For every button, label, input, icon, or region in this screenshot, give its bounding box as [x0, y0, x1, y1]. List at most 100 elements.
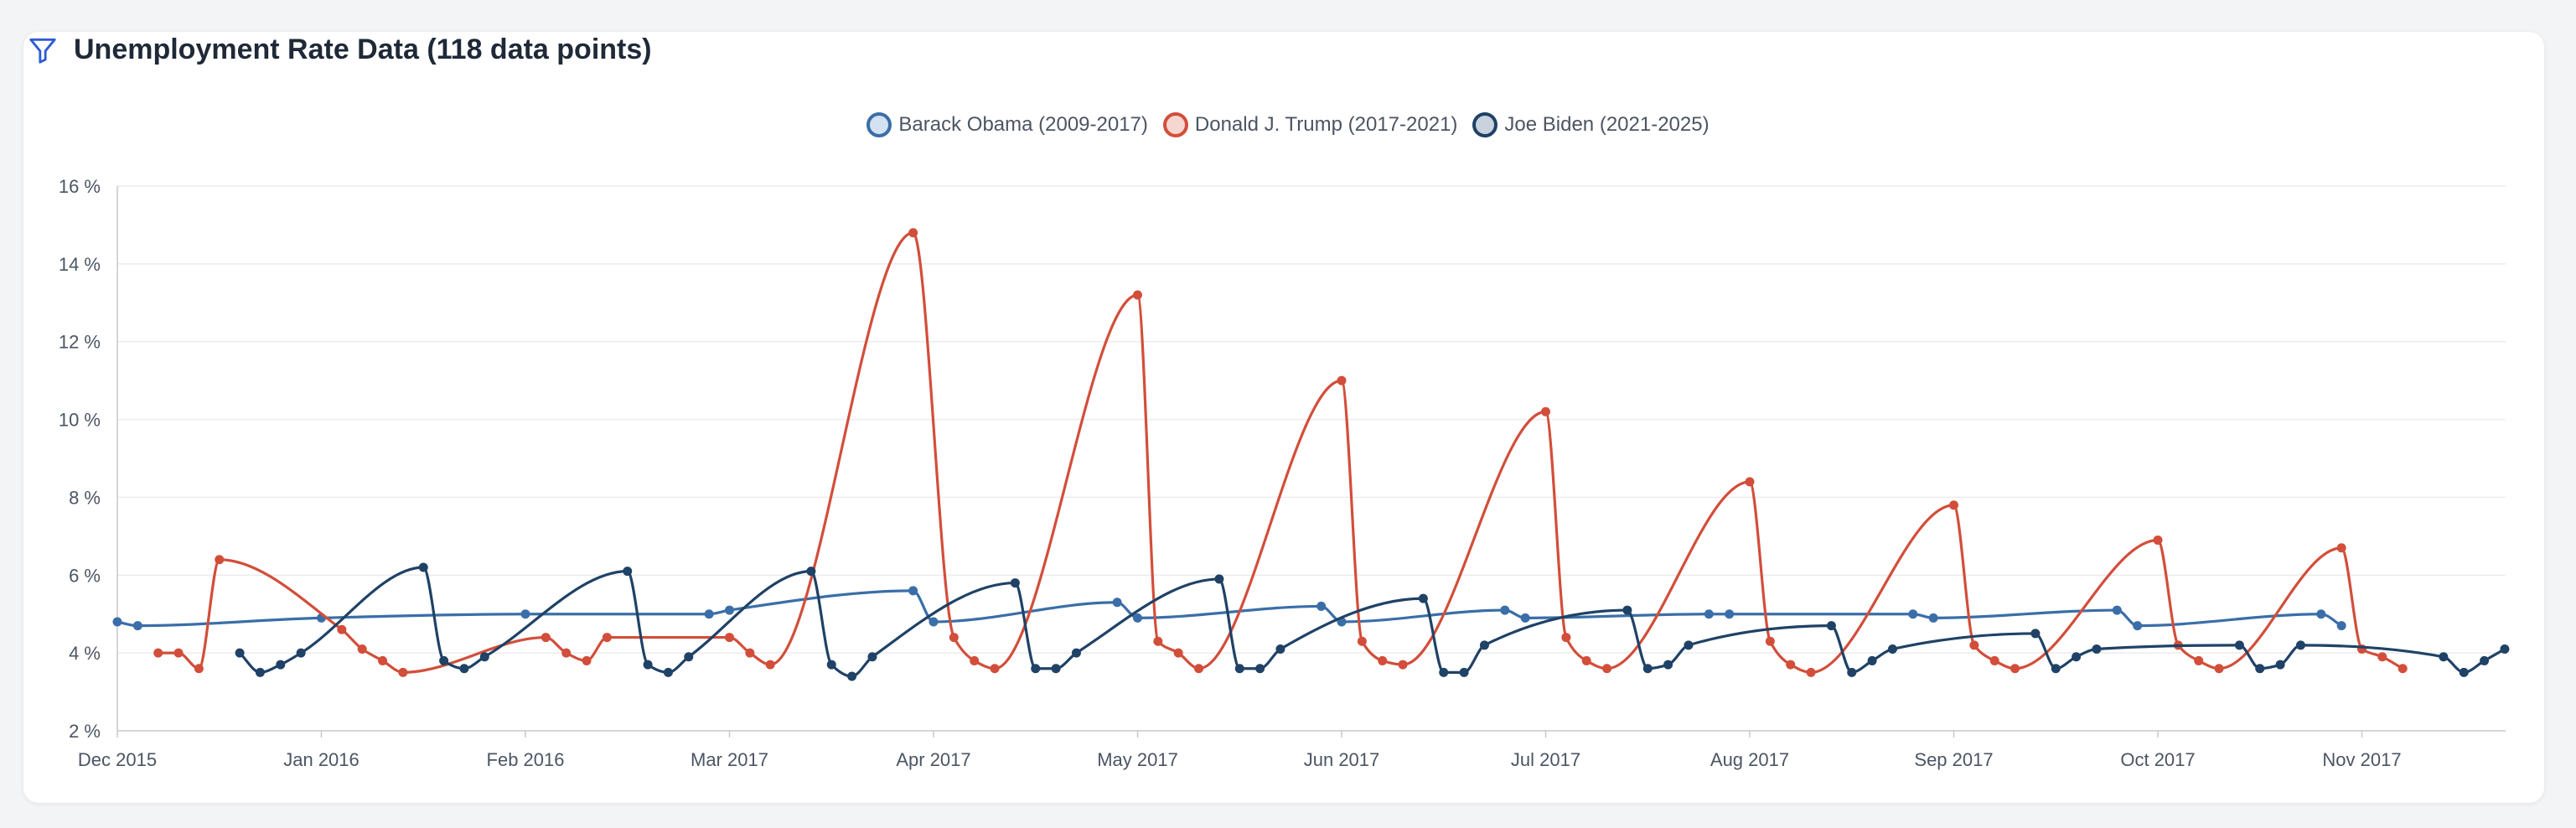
data-point-obama [2336, 621, 2346, 631]
data-point-obama [1908, 609, 1918, 619]
series-line-trump [157, 231, 2404, 674]
data-point-biden [1010, 578, 1020, 588]
data-point-trump [2153, 536, 2163, 545]
data-point-trump [2336, 543, 2346, 553]
data-point-trump [561, 648, 572, 658]
data-point-biden [1847, 667, 1857, 677]
data-point-biden [1826, 621, 1836, 631]
data-point-trump [1989, 655, 1999, 665]
data-point-trump [1153, 636, 1163, 646]
data-point-trump [1581, 655, 1591, 665]
legend-label-trump: Donald J. Trump (2017-2021) [1194, 113, 1458, 136]
data-point-biden [1479, 640, 1489, 650]
data-point-trump [1949, 500, 1958, 510]
data-point-biden [643, 660, 653, 670]
data-point-obama [1133, 613, 1142, 623]
data-point-biden [1459, 667, 1469, 677]
data-point-biden [1684, 640, 1694, 650]
legend-label-obama: Barack Obama (2009-2017) [898, 113, 1148, 136]
data-point-trump [153, 648, 163, 658]
data-point-obama [1500, 605, 1510, 615]
legend-item-biden[interactable]: Joe Biden (2021-2025) [1472, 112, 1710, 137]
data-point-trump [1745, 477, 1755, 487]
data-point-trump [2377, 652, 2387, 662]
data-point-obama [704, 609, 714, 619]
card-header: Unemployment Rate Data (118 data points) [27, 34, 652, 66]
y-tick-label: 12 % [59, 332, 101, 353]
data-point-trump [908, 228, 918, 238]
data-point-trump [1378, 655, 1388, 665]
data-point-biden [623, 567, 633, 577]
x-tick-label: May 2017 [1097, 749, 1178, 770]
data-point-obama [1316, 601, 1327, 611]
chart-card [23, 32, 2544, 803]
data-point-biden [684, 652, 694, 662]
data-point-trump [1337, 375, 1347, 386]
data-point-trump [1173, 648, 1183, 658]
data-point-trump [1602, 664, 1612, 674]
data-point-trump [1806, 667, 1816, 677]
data-point-obama [725, 605, 734, 615]
data-point-biden [1622, 605, 1632, 615]
data-point-biden [2092, 644, 2102, 654]
data-point-trump [2398, 664, 2408, 674]
legend-item-obama[interactable]: Barack Obama (2009-2017) [866, 112, 1148, 137]
data-point-biden [235, 648, 245, 658]
x-tick-label: Jul 2017 [1511, 749, 1580, 770]
data-point-trump [357, 644, 367, 654]
data-point-obama [2112, 605, 2122, 615]
x-tick-label: Aug 2017 [1710, 749, 1789, 770]
data-point-biden [1439, 667, 1449, 677]
data-point-biden [1418, 593, 1428, 603]
data-point-trump [337, 624, 347, 634]
x-tick-label: Nov 2017 [2322, 749, 2401, 770]
x-tick-label: Feb 2016 [487, 749, 565, 770]
data-point-obama [928, 617, 939, 627]
filter-icon[interactable] [27, 34, 59, 66]
chart-legend: Barack Obama (2009-2017) Donald J. Trump… [0, 112, 2576, 137]
legend-label-biden: Joe Biden (2021-2025) [1504, 113, 1710, 136]
data-point-obama [1704, 609, 1714, 619]
data-point-biden [1642, 664, 1653, 674]
data-point-trump [970, 655, 980, 665]
data-point-obama [2133, 621, 2143, 631]
data-point-biden [2295, 640, 2305, 650]
data-point-biden [296, 648, 306, 658]
data-point-trump [949, 633, 959, 643]
data-point-obama [908, 586, 918, 596]
data-point-biden [1867, 655, 1877, 665]
data-point-biden [847, 671, 857, 681]
data-point-trump [1969, 640, 1979, 650]
data-point-biden [867, 652, 877, 662]
data-point-trump [2010, 664, 2020, 674]
data-point-trump [602, 633, 612, 643]
data-point-biden [2234, 640, 2244, 650]
data-point-obama [1520, 613, 1530, 623]
data-point-trump [765, 660, 775, 670]
y-tick-label: 2 % [69, 721, 101, 742]
data-point-trump [541, 633, 551, 643]
data-point-trump [194, 664, 204, 674]
data-point-biden [1887, 644, 1897, 654]
data-point-trump [378, 655, 388, 665]
data-point-biden [1071, 648, 1081, 658]
data-point-biden [276, 660, 286, 670]
x-tick-label: Apr 2017 [896, 749, 970, 770]
data-point-biden [439, 655, 449, 665]
data-point-biden [255, 667, 265, 677]
data-point-biden [1051, 664, 1061, 674]
data-point-biden [2275, 660, 2285, 670]
data-point-biden [418, 562, 428, 572]
data-point-trump [1357, 636, 1367, 646]
chart-title: Unemployment Rate Data (118 data points) [74, 34, 652, 65]
data-point-trump [725, 633, 734, 643]
y-tick-label: 8 % [69, 487, 101, 508]
data-point-obama [132, 621, 142, 631]
data-point-trump [1541, 406, 1550, 417]
data-point-biden [1255, 664, 1265, 674]
data-point-biden [826, 660, 836, 670]
legend-item-trump[interactable]: Donald J. Trump (2017-2021) [1162, 112, 1458, 137]
data-point-obama [1112, 598, 1122, 608]
data-point-trump [398, 667, 408, 677]
